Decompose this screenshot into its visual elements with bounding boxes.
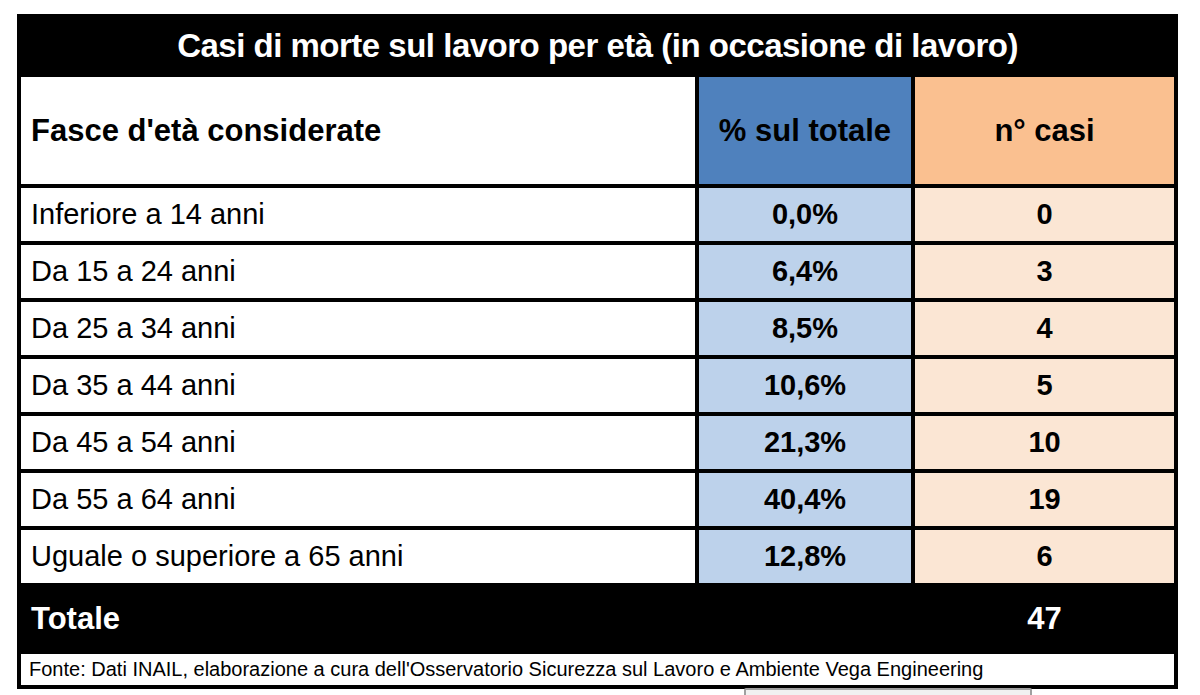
- table-row: Da 15 a 24 anni 6,4% 3: [19, 243, 1176, 300]
- source-row: Fonte: Dati INAIL, elaborazione a cura d…: [19, 652, 1176, 687]
- table-row: Da 35 a 44 anni 10,6% 5: [19, 357, 1176, 414]
- cases-cell: 5: [913, 357, 1176, 414]
- source-note: Fonte: Dati INAIL, elaborazione a cura d…: [19, 652, 1176, 687]
- total-label: Totale: [19, 585, 697, 652]
- age-cell: Inferiore a 14 anni: [19, 186, 697, 243]
- table-row: Da 55 a 64 anni 40,4% 19: [19, 471, 1176, 528]
- percent-cell: 10,6%: [697, 357, 913, 414]
- cropped-widget[interactable]: [744, 688, 1032, 695]
- table-header-row: Fasce d'età considerate % sul totale n° …: [19, 75, 1176, 186]
- total-row: Totale 47: [19, 585, 1176, 652]
- percent-cell: 6,4%: [697, 243, 913, 300]
- age-cell: Uguale o superiore a 65 anni: [19, 528, 697, 585]
- cases-cell: 10: [913, 414, 1176, 471]
- table-title-row: Casi di morte sul lavoro per età (in occ…: [19, 16, 1176, 75]
- table-row: Da 45 a 54 anni 21,3% 10: [19, 414, 1176, 471]
- percent-cell: 21,3%: [697, 414, 913, 471]
- mortality-by-age-table: Casi di morte sul lavoro per età (in occ…: [17, 14, 1174, 686]
- cases-cell: 4: [913, 300, 1176, 357]
- age-cell: Da 55 a 64 anni: [19, 471, 697, 528]
- screenshot-root: Casi di morte sul lavoro per età (in occ…: [0, 0, 1200, 695]
- data-table: Casi di morte sul lavoro per età (in occ…: [17, 14, 1178, 689]
- column-header-cases: n° casi: [913, 75, 1176, 186]
- table-title: Casi di morte sul lavoro per età (in occ…: [19, 16, 1176, 75]
- cases-cell: 3: [913, 243, 1176, 300]
- cases-cell: 0: [913, 186, 1176, 243]
- age-cell: Da 25 a 34 anni: [19, 300, 697, 357]
- table-row: Da 25 a 34 anni 8,5% 4: [19, 300, 1176, 357]
- table-row: Inferiore a 14 anni 0,0% 0: [19, 186, 1176, 243]
- column-header-percent: % sul totale: [697, 75, 913, 186]
- age-cell: Da 15 a 24 anni: [19, 243, 697, 300]
- percent-cell: 8,5%: [697, 300, 913, 357]
- column-header-age-groups: Fasce d'età considerate: [19, 75, 697, 186]
- percent-cell: 40,4%: [697, 471, 913, 528]
- cases-cell: 6: [913, 528, 1176, 585]
- total-value: 47: [913, 585, 1176, 652]
- table-row: Uguale o superiore a 65 anni 12,8% 6: [19, 528, 1176, 585]
- age-cell: Da 35 a 44 anni: [19, 357, 697, 414]
- cases-cell: 19: [913, 471, 1176, 528]
- total-percent-cell: [697, 585, 913, 652]
- age-cell: Da 45 a 54 anni: [19, 414, 697, 471]
- percent-cell: 0,0%: [697, 186, 913, 243]
- percent-cell: 12,8%: [697, 528, 913, 585]
